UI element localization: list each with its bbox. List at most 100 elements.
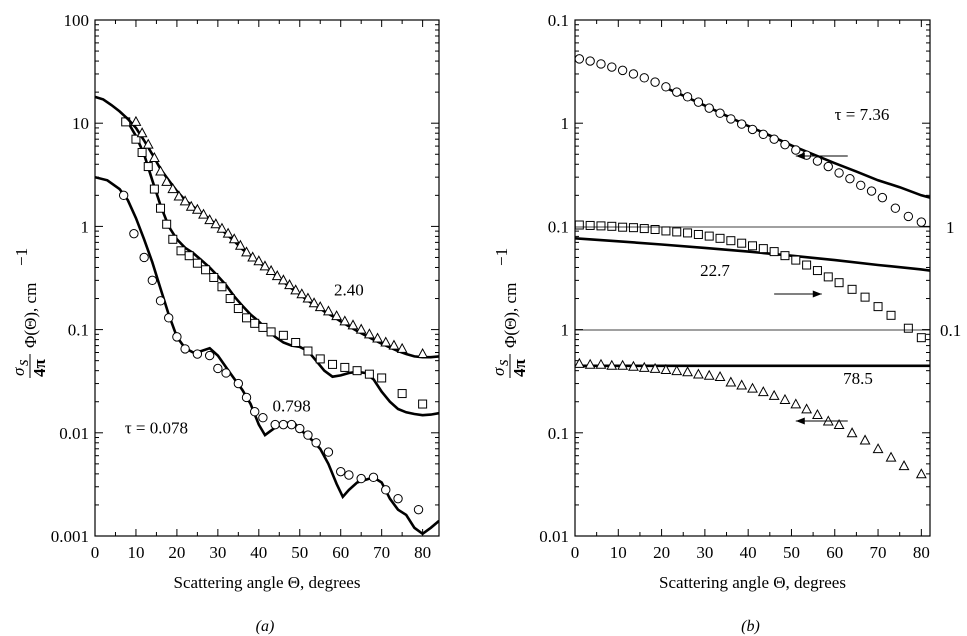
data-point-square: [250, 318, 260, 328]
data-point-square: [780, 251, 790, 261]
x-tick-label: 20: [168, 543, 185, 562]
data-point-circle: [368, 472, 379, 483]
data-point-triangle: [372, 332, 384, 343]
data-point-triangle: [339, 315, 351, 326]
data-point-square: [278, 330, 288, 340]
data-point-triangle: [584, 358, 596, 369]
data-point-square: [209, 272, 219, 282]
data-point-triangle: [302, 292, 314, 303]
series-annotation: 0.798: [272, 396, 310, 415]
data-point-square: [661, 226, 671, 236]
data-point-square: [137, 148, 147, 158]
data-point-triangle: [725, 376, 737, 387]
y-label-subscript: s: [13, 359, 32, 366]
data-point-circle: [147, 275, 158, 286]
data-point-square: [737, 238, 747, 248]
data-point-square: [131, 134, 141, 144]
data-point-triangle: [253, 255, 265, 266]
data-point-triangle: [271, 270, 283, 281]
data-point-triangle: [736, 379, 748, 390]
data-point-circle: [661, 82, 671, 92]
x-tick-label: 30: [209, 543, 226, 562]
data-point-triangle: [155, 165, 166, 176]
x-axis-label: Scattering angle Θ, degrees: [174, 573, 361, 592]
data-point-square: [340, 362, 350, 372]
y-tick-label: 10: [72, 114, 89, 133]
y-tick-label: 1: [561, 321, 570, 340]
data-point-square: [748, 241, 757, 251]
y-tick-label: 0.1: [68, 321, 89, 340]
data-point-square: [156, 203, 166, 213]
x-tick-label: 80: [913, 543, 930, 562]
data-point-circle: [736, 119, 747, 129]
data-point-circle: [381, 485, 391, 495]
data-point-triangle: [185, 200, 197, 211]
data-point-square: [291, 337, 301, 347]
data-point-square: [201, 265, 211, 275]
x-tick-label: 0: [571, 543, 580, 562]
data-point-square: [802, 260, 812, 270]
data-point-square: [168, 234, 178, 244]
data-point-square: [693, 229, 703, 239]
data-point-square: [916, 333, 926, 343]
data-point-circle: [607, 62, 617, 72]
data-point-square: [225, 294, 235, 304]
data-point-triangle: [885, 451, 897, 462]
data-point-square: [903, 323, 913, 333]
x-tick-label: 80: [414, 543, 431, 562]
panel-a: 0 10 20 30 40 50 60 70 80 0.001 0.01 0.1 1 10 100 Scatt…: [9, 11, 440, 635]
y-label-subscript: s: [493, 359, 512, 366]
x-tick-label: 0: [91, 543, 100, 562]
data-point-circle: [758, 129, 769, 140]
arrow-head: [795, 152, 805, 160]
data-point-triangle: [417, 347, 429, 359]
data-point-triangle: [331, 310, 343, 321]
data-point-triangle: [649, 362, 661, 373]
data-point-triangle: [660, 363, 672, 374]
data-point-square: [352, 366, 362, 376]
data-point-square: [873, 302, 883, 312]
data-point-square: [233, 304, 243, 314]
x-tick-label: 60: [332, 543, 349, 562]
data-point-circle: [129, 228, 139, 239]
y-label-sigma: σ: [489, 367, 508, 376]
data-point-triangle: [191, 203, 203, 214]
data-point-circle: [192, 349, 203, 359]
plot-frame: [94, 19, 440, 537]
data-point-square: [328, 359, 338, 369]
x-tick-label: 40: [250, 543, 267, 562]
plot-area: [575, 54, 930, 479]
data-point-triangle: [703, 369, 715, 380]
series-annotation: 22.7: [700, 261, 730, 280]
data-point-triangle: [259, 260, 271, 271]
data-point-circle: [155, 296, 166, 306]
data-point-circle: [890, 203, 901, 213]
data-point-square: [176, 246, 186, 256]
data-point-triangle: [222, 227, 234, 238]
data-point-triangle: [779, 393, 791, 404]
y-tick-label: 100: [64, 11, 90, 30]
data-point-circle: [164, 313, 174, 323]
data-point-circle: [856, 180, 866, 191]
data-point-circle: [834, 168, 844, 178]
data-point-circle: [393, 493, 403, 504]
data-point-square: [596, 221, 606, 231]
data-point-circle: [916, 217, 927, 227]
data-point-circle: [575, 54, 585, 64]
series-annotation: 78.5: [843, 369, 873, 388]
x-tick-label: 40: [740, 543, 757, 562]
data-point-square: [639, 224, 649, 234]
data-point-circle: [769, 134, 779, 144]
data-point-triangle: [575, 357, 585, 368]
data-point-square: [758, 244, 768, 254]
y-tick-label: 1: [561, 114, 570, 133]
data-point-circle: [413, 504, 424, 515]
data-point-triangle: [204, 214, 216, 225]
data-point-circle: [295, 423, 305, 434]
data-point-triangle: [322, 305, 334, 316]
data-point-circle: [617, 65, 628, 76]
data-point-square: [266, 327, 276, 337]
data-point-triangle: [314, 301, 326, 312]
